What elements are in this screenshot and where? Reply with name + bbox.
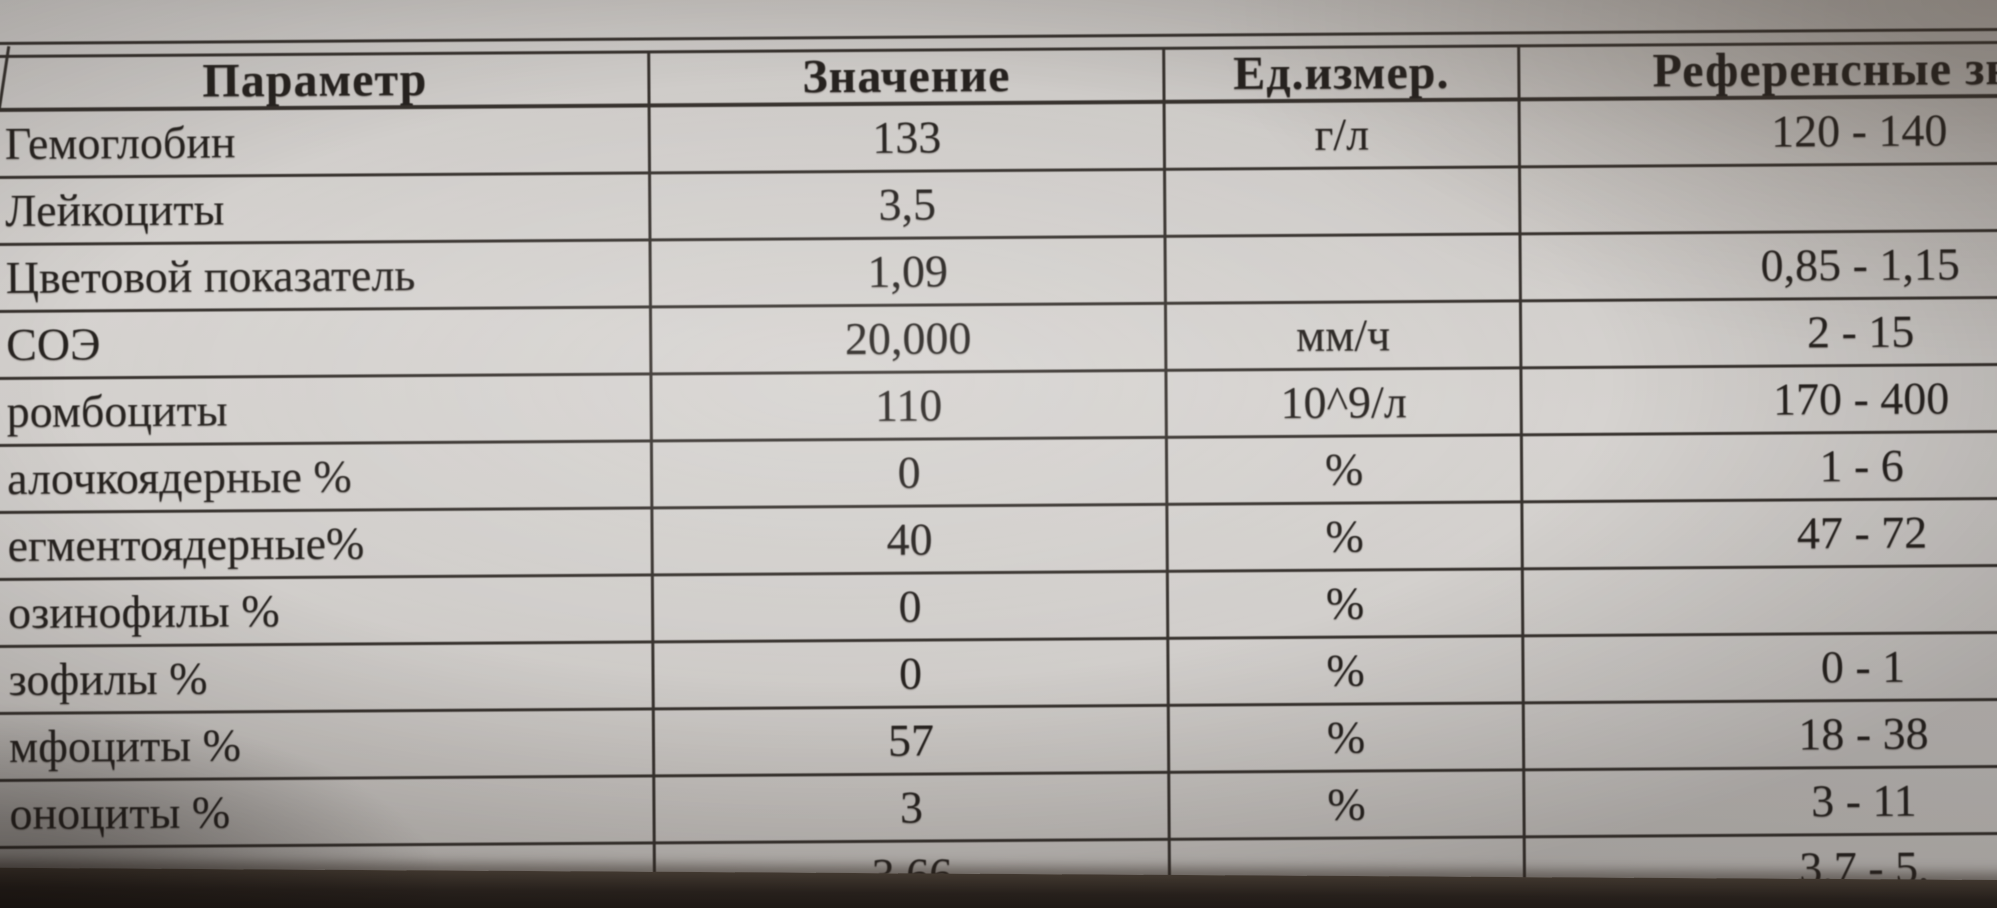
param-cell: алочкоядерные % [0, 440, 652, 513]
unit-cell: % [1168, 702, 1524, 773]
param-cell: озинофилы % [0, 574, 653, 647]
param-cell: зофилы % [0, 641, 654, 714]
value-cell: 57 [653, 705, 1169, 776]
unit-cell: % [1167, 568, 1523, 639]
value-cell: 133 [649, 101, 1165, 173]
unit-cell: % [1166, 434, 1522, 505]
ref-cell: 1 - 6 [1521, 430, 1997, 502]
col-header-parameter: Параметр [0, 51, 650, 111]
value-cell: 3,5 [649, 169, 1165, 240]
col-header-reference: Референсные знач [1518, 41, 1997, 100]
ref-cell [1519, 162, 1997, 234]
param-cell: ромбоциты [0, 373, 652, 446]
unit-cell: % [1167, 635, 1524, 706]
param-cell: оноциты % [0, 775, 655, 848]
ref-cell: 170 - 400 [1520, 363, 1997, 435]
lab-results-table: Параметр Значение Ед.измер. Референсные … [0, 40, 1997, 908]
value-cell: 40 [651, 504, 1168, 575]
value-cell: 0 [652, 571, 1168, 642]
col-header-value: Значение [648, 48, 1165, 106]
param-cell: Гемоглобин [0, 105, 650, 178]
col-header-units: Ед.измер. [1163, 46, 1520, 102]
param-cell: Лейкоциты [0, 172, 650, 245]
ref-cell: 47 - 72 [1521, 497, 1997, 569]
param-cell: мфоциты % [0, 708, 654, 781]
unit-cell: % [1168, 769, 1525, 840]
ref-cell: 0 - 1 [1522, 631, 1997, 703]
ref-cell: 0,85 - 1,15 [1519, 229, 1997, 301]
value-cell: 20,000 [650, 303, 1166, 374]
unit-cell: 10^9/л [1165, 367, 1522, 438]
param-cell: СОЭ [0, 306, 651, 379]
ref-cell: 120 - 140 [1519, 94, 1997, 167]
value-cell: 3 [653, 772, 1170, 843]
value-cell: 110 [650, 370, 1167, 441]
ref-cell: 18 - 38 [1523, 698, 1997, 770]
param-cell: Цветовой показатель [0, 239, 651, 312]
ref-cell: 2 - 15 [1520, 296, 1997, 368]
value-cell: 0 [651, 437, 1167, 508]
unit-cell: мм/ч [1165, 300, 1521, 371]
unit-cell: г/л [1164, 99, 1520, 170]
param-cell: егментоядерные% [0, 507, 653, 580]
ref-cell [1522, 564, 1997, 636]
value-cell: 0 [652, 638, 1169, 709]
unit-cell [1164, 233, 1521, 304]
unit-cell: % [1166, 501, 1523, 572]
unit-cell [1164, 166, 1520, 237]
value-cell: 1,09 [649, 236, 1166, 307]
ref-cell: 3 - 11 [1523, 765, 1997, 837]
